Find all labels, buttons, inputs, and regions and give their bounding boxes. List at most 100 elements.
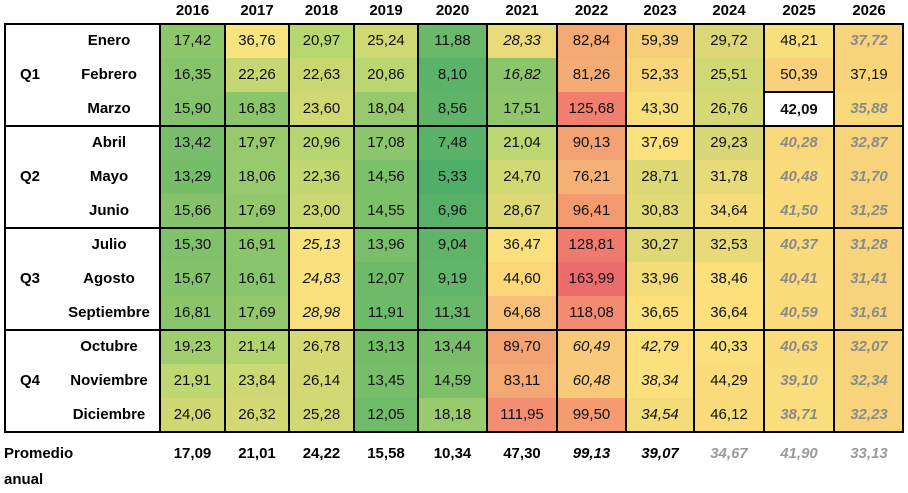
table-cell[interactable]: 37,19: [834, 58, 904, 92]
table-cell[interactable]: 43,30: [626, 92, 694, 126]
table-cell[interactable]: 24,70: [487, 160, 557, 194]
table-cell[interactable]: 18,18: [418, 398, 487, 432]
table-cell[interactable]: 34,64: [694, 194, 764, 228]
table-cell[interactable]: 38,34: [626, 364, 694, 398]
table-cell[interactable]: 59,39: [626, 24, 694, 58]
table-cell[interactable]: 31,28: [834, 228, 904, 262]
table-cell[interactable]: 15,30: [160, 228, 225, 262]
table-cell[interactable]: 31,41: [834, 262, 904, 296]
table-cell[interactable]: 111,95: [487, 398, 557, 432]
table-cell[interactable]: 20,97: [289, 24, 354, 58]
table-cell[interactable]: 16,61: [225, 262, 289, 296]
table-cell[interactable]: 22,63: [289, 58, 354, 92]
table-cell[interactable]: 28,71: [626, 160, 694, 194]
table-cell[interactable]: 16,83: [225, 92, 289, 126]
table-cell[interactable]: 13,96: [354, 228, 418, 262]
table-cell[interactable]: 35,88: [834, 92, 904, 126]
table-cell[interactable]: 26,32: [225, 398, 289, 432]
table-cell[interactable]: 25,28: [289, 398, 354, 432]
table-cell[interactable]: 36,47: [487, 228, 557, 262]
table-cell[interactable]: 40,48: [764, 160, 834, 194]
table-cell[interactable]: 9,19: [418, 262, 487, 296]
table-cell[interactable]: 90,13: [557, 126, 626, 160]
table-cell[interactable]: 13,29: [160, 160, 225, 194]
table-cell[interactable]: 40,28: [764, 126, 834, 160]
table-cell[interactable]: 36,64: [694, 296, 764, 330]
table-cell[interactable]: 125,68: [557, 92, 626, 126]
table-cell[interactable]: 23,84: [225, 364, 289, 398]
table-cell[interactable]: 82,84: [557, 24, 626, 58]
table-cell[interactable]: 40,37: [764, 228, 834, 262]
table-cell[interactable]: 29,23: [694, 126, 764, 160]
table-cell[interactable]: 14,55: [354, 194, 418, 228]
table-cell[interactable]: 96,41: [557, 194, 626, 228]
table-cell[interactable]: 44,29: [694, 364, 764, 398]
table-cell[interactable]: 29,72: [694, 24, 764, 58]
table-cell[interactable]: 34,54: [626, 398, 694, 432]
table-cell[interactable]: 11,31: [418, 296, 487, 330]
table-cell[interactable]: 12,05: [354, 398, 418, 432]
table-cell[interactable]: 24,83: [289, 262, 354, 296]
table-cell[interactable]: 39,10: [764, 364, 834, 398]
table-cell[interactable]: 11,91: [354, 296, 418, 330]
table-cell[interactable]: 21,04: [487, 126, 557, 160]
table-cell[interactable]: 8,10: [418, 58, 487, 92]
table-cell[interactable]: 25,13: [289, 228, 354, 262]
table-cell[interactable]: 15,66: [160, 194, 225, 228]
table-cell[interactable]: 14,56: [354, 160, 418, 194]
table-cell[interactable]: 13,45: [354, 364, 418, 398]
table-cell[interactable]: 26,78: [289, 330, 354, 364]
table-cell[interactable]: 7,48: [418, 126, 487, 160]
table-cell[interactable]: 37,72: [834, 24, 904, 58]
table-cell[interactable]: 30,27: [626, 228, 694, 262]
table-cell[interactable]: 23,60: [289, 92, 354, 126]
table-cell[interactable]: 15,67: [160, 262, 225, 296]
table-cell[interactable]: 64,68: [487, 296, 557, 330]
table-cell[interactable]: 31,61: [834, 296, 904, 330]
table-cell[interactable]: 46,12: [694, 398, 764, 432]
table-cell[interactable]: 12,07: [354, 262, 418, 296]
table-cell[interactable]: 31,25: [834, 194, 904, 228]
table-cell[interactable]: 89,70: [487, 330, 557, 364]
table-cell[interactable]: 18,04: [354, 92, 418, 126]
table-cell[interactable]: 118,08: [557, 296, 626, 330]
table-cell[interactable]: 21,91: [160, 364, 225, 398]
table-cell[interactable]: 25,51: [694, 58, 764, 92]
table-cell[interactable]: 40,59: [764, 296, 834, 330]
table-cell[interactable]: 36,65: [626, 296, 694, 330]
table-cell[interactable]: 22,36: [289, 160, 354, 194]
table-cell[interactable]: 25,24: [354, 24, 418, 58]
table-cell[interactable]: 17,69: [225, 296, 289, 330]
table-cell[interactable]: 41,50: [764, 194, 834, 228]
table-cell[interactable]: 42,09: [764, 92, 834, 126]
table-cell[interactable]: 24,06: [160, 398, 225, 432]
table-cell[interactable]: 32,34: [834, 364, 904, 398]
table-cell[interactable]: 17,08: [354, 126, 418, 160]
table-cell[interactable]: 16,81: [160, 296, 225, 330]
table-cell[interactable]: 17,42: [160, 24, 225, 58]
table-cell[interactable]: 33,96: [626, 262, 694, 296]
table-cell[interactable]: 20,96: [289, 126, 354, 160]
table-cell[interactable]: 13,42: [160, 126, 225, 160]
table-cell[interactable]: 9,04: [418, 228, 487, 262]
table-cell[interactable]: 37,69: [626, 126, 694, 160]
table-cell[interactable]: 128,81: [557, 228, 626, 262]
table-cell[interactable]: 99,50: [557, 398, 626, 432]
table-cell[interactable]: 81,26: [557, 58, 626, 92]
table-cell[interactable]: 13,44: [418, 330, 487, 364]
table-cell[interactable]: 6,96: [418, 194, 487, 228]
table-cell[interactable]: 40,33: [694, 330, 764, 364]
table-cell[interactable]: 19,23: [160, 330, 225, 364]
table-cell[interactable]: 50,39: [764, 58, 834, 92]
table-cell[interactable]: 18,06: [225, 160, 289, 194]
table-cell[interactable]: 13,13: [354, 330, 418, 364]
table-cell[interactable]: 60,48: [557, 364, 626, 398]
table-cell[interactable]: 52,33: [626, 58, 694, 92]
table-cell[interactable]: 5,33: [418, 160, 487, 194]
table-cell[interactable]: 76,21: [557, 160, 626, 194]
table-cell[interactable]: 30,83: [626, 194, 694, 228]
table-cell[interactable]: 28,98: [289, 296, 354, 330]
table-cell[interactable]: 31,78: [694, 160, 764, 194]
table-cell[interactable]: 20,86: [354, 58, 418, 92]
table-cell[interactable]: 38,71: [764, 398, 834, 432]
